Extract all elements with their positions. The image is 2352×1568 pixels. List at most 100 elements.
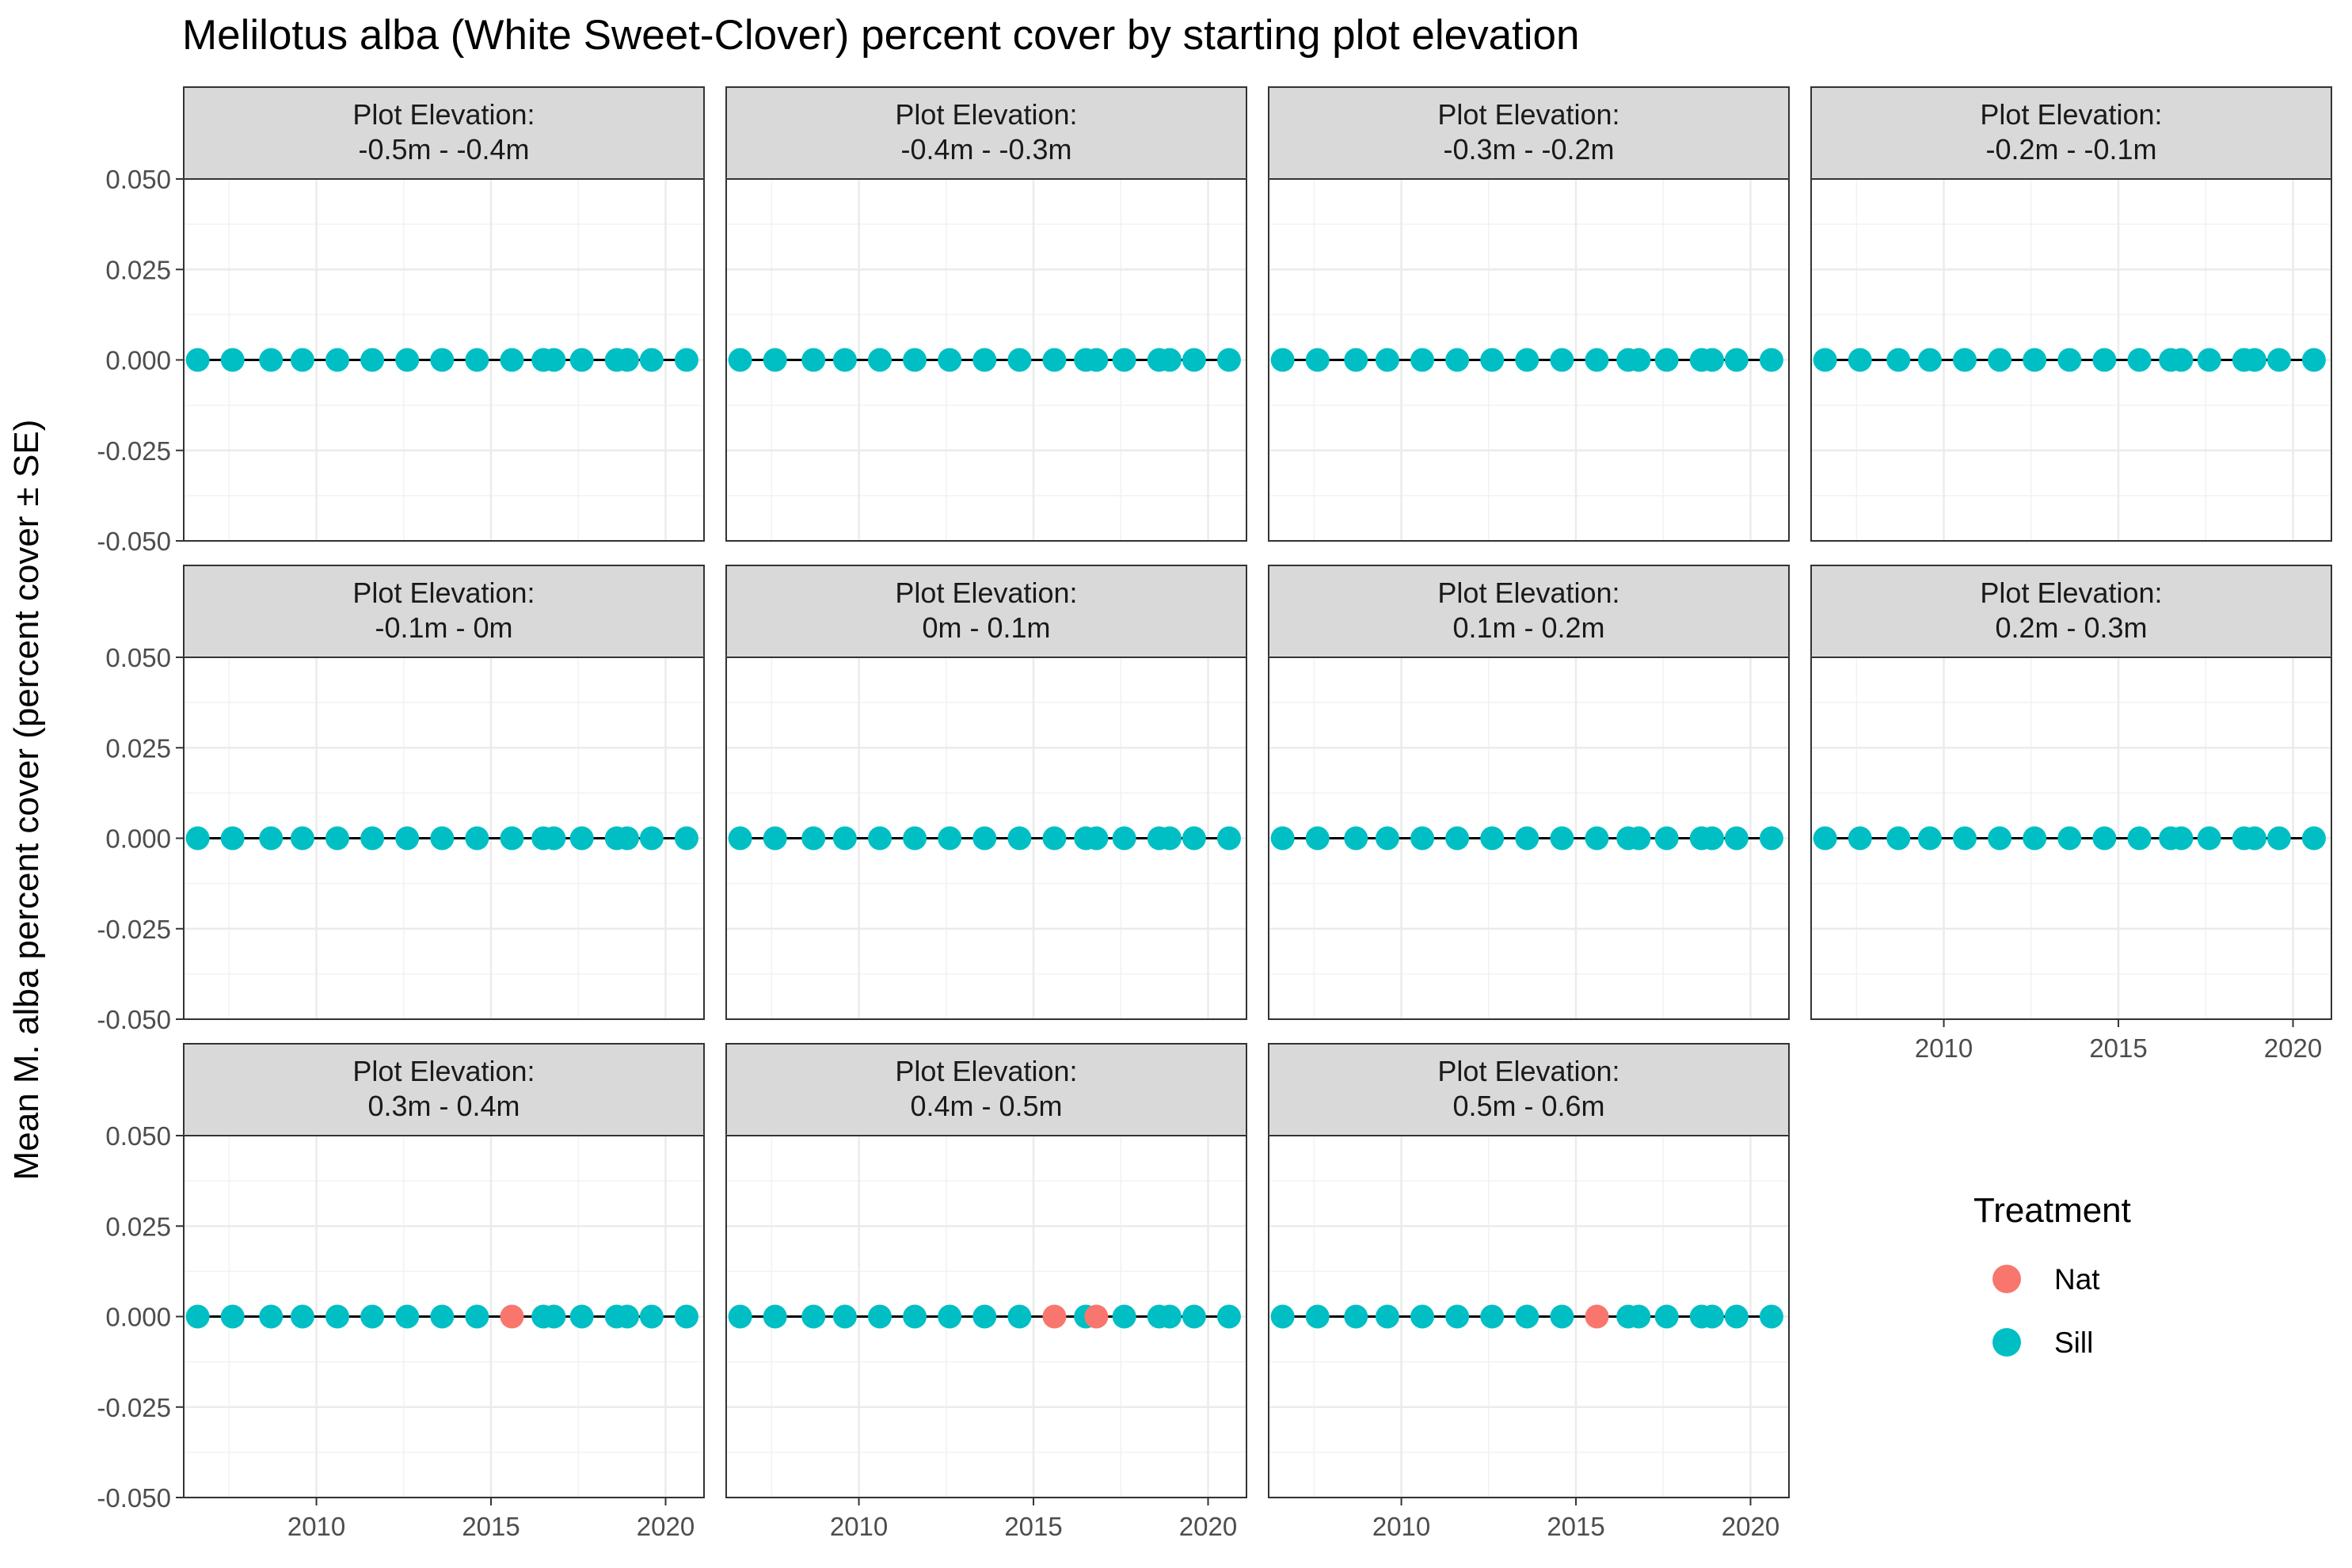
facet-panel: Plot Elevation:0.5m - 0.6m 2010 2015 2020 [1268, 1043, 1790, 1541]
point-sill [903, 826, 927, 851]
point-sill [938, 348, 962, 372]
y-tick-label: 0.000 [105, 346, 171, 375]
point-nat [1042, 1304, 1067, 1329]
point-sill [1084, 826, 1109, 851]
point-sill [1182, 348, 1206, 372]
point-sill [1410, 826, 1435, 851]
point-sill [832, 826, 857, 851]
point-sill [1550, 826, 1574, 851]
facet-strip-prefix: Plot Elevation: [895, 1055, 1077, 1087]
point-sill [1627, 1304, 1651, 1329]
point-sill [185, 826, 210, 851]
point-sill [360, 826, 385, 851]
point-sill [2301, 826, 2326, 851]
point-sill [1112, 348, 1136, 372]
y-tick-label: -0.050 [97, 1483, 171, 1513]
point-sill [1886, 348, 1911, 372]
x-tick-label: 2010 [287, 1512, 345, 1541]
panel-border [725, 178, 1247, 542]
point-nat [1585, 1304, 1609, 1329]
facet-strip-label: 0.3m - 0.4m [367, 1090, 519, 1122]
point-sill [1917, 826, 1942, 851]
point-sill [1445, 1304, 1470, 1329]
facet-panel: Plot Elevation:-0.3m - -0.2m [1268, 86, 1790, 542]
facet-strip [1268, 565, 1790, 658]
point-sill [500, 348, 524, 372]
y-tick-label: -0.025 [97, 915, 171, 944]
legend-key [1992, 1328, 2021, 1357]
point-sill [1182, 1304, 1206, 1329]
point-sill [1585, 826, 1609, 851]
point-sill [868, 1304, 892, 1329]
point-sill [972, 348, 997, 372]
point-sill [903, 1304, 927, 1329]
point-sill [259, 826, 284, 851]
point-sill [2266, 348, 2291, 372]
point-sill [1627, 348, 1651, 372]
legend-key [1992, 1265, 2021, 1293]
facet-strip-prefix: Plot Elevation: [1980, 577, 2162, 609]
point-sill [1344, 1304, 1368, 1329]
point-nat [500, 1304, 524, 1329]
point-sill [1585, 348, 1609, 372]
facet-strip-prefix: Plot Elevation: [1437, 1055, 1619, 1087]
facet-strip [1810, 565, 2332, 658]
point-sill [1759, 1304, 1783, 1329]
facet-strip-prefix: Plot Elevation: [1437, 577, 1619, 609]
point-sill [1216, 826, 1241, 851]
point-sill [674, 1304, 698, 1329]
facet-strip-label: -0.1m - 0m [375, 611, 512, 644]
panel-border [1810, 178, 2332, 542]
point-sill [395, 348, 420, 372]
point-sill [1953, 826, 1977, 851]
point-sill [1305, 826, 1330, 851]
point-sill [185, 1304, 210, 1329]
point-sill [1550, 348, 1574, 372]
point-sill [259, 1304, 284, 1329]
x-tick-label: 2020 [1179, 1512, 1237, 1541]
point-sill [832, 1304, 857, 1329]
point-sill [465, 826, 489, 851]
point-sill [465, 1304, 489, 1329]
point-sill [1724, 348, 1749, 372]
point-sill [1157, 1304, 1182, 1329]
point-sill [1042, 348, 1067, 372]
y-tick-label: 0.050 [105, 165, 171, 194]
point-sill [728, 1304, 752, 1329]
facet-strip [183, 1043, 705, 1136]
point-sill [569, 826, 594, 851]
point-sill [1480, 826, 1505, 851]
point-sill [1654, 826, 1679, 851]
facet-strip-prefix: Plot Elevation: [352, 577, 535, 609]
point-sill [868, 826, 892, 851]
x-tick-label: 2015 [1004, 1512, 1062, 1541]
point-sill [639, 1304, 664, 1329]
point-sill [430, 1304, 455, 1329]
y-tick-label: 0.025 [105, 1212, 171, 1241]
x-tick-label: 2010 [1915, 1033, 1973, 1063]
point-sill [220, 348, 245, 372]
point-sill [1848, 826, 1872, 851]
facet-strip-prefix: Plot Elevation: [352, 98, 535, 131]
point-sill [938, 1304, 962, 1329]
point-sill [1344, 348, 1368, 372]
point-sill [938, 826, 962, 851]
point-sill [1445, 348, 1470, 372]
point-sill [1344, 826, 1368, 851]
y-tick-label: 0.025 [105, 255, 171, 284]
facet-panel: Plot Elevation:0m - 0.1m [725, 565, 1247, 1021]
point-sill [728, 826, 752, 851]
point-sill [674, 826, 698, 851]
point-sill [542, 1304, 566, 1329]
facet-strip [725, 1043, 1247, 1136]
panel-border [1268, 1135, 1790, 1498]
x-tick-label: 2020 [2264, 1033, 2322, 1063]
point-sill [325, 826, 350, 851]
point-sill [259, 348, 284, 372]
point-sill [1917, 348, 1942, 372]
point-sill [1157, 348, 1182, 372]
facet-strip-prefix: Plot Elevation: [1980, 98, 2162, 131]
facet-panel: Plot Elevation:0.1m - 0.2m [1268, 565, 1790, 1021]
point-sill [763, 348, 787, 372]
point-sill [903, 348, 927, 372]
